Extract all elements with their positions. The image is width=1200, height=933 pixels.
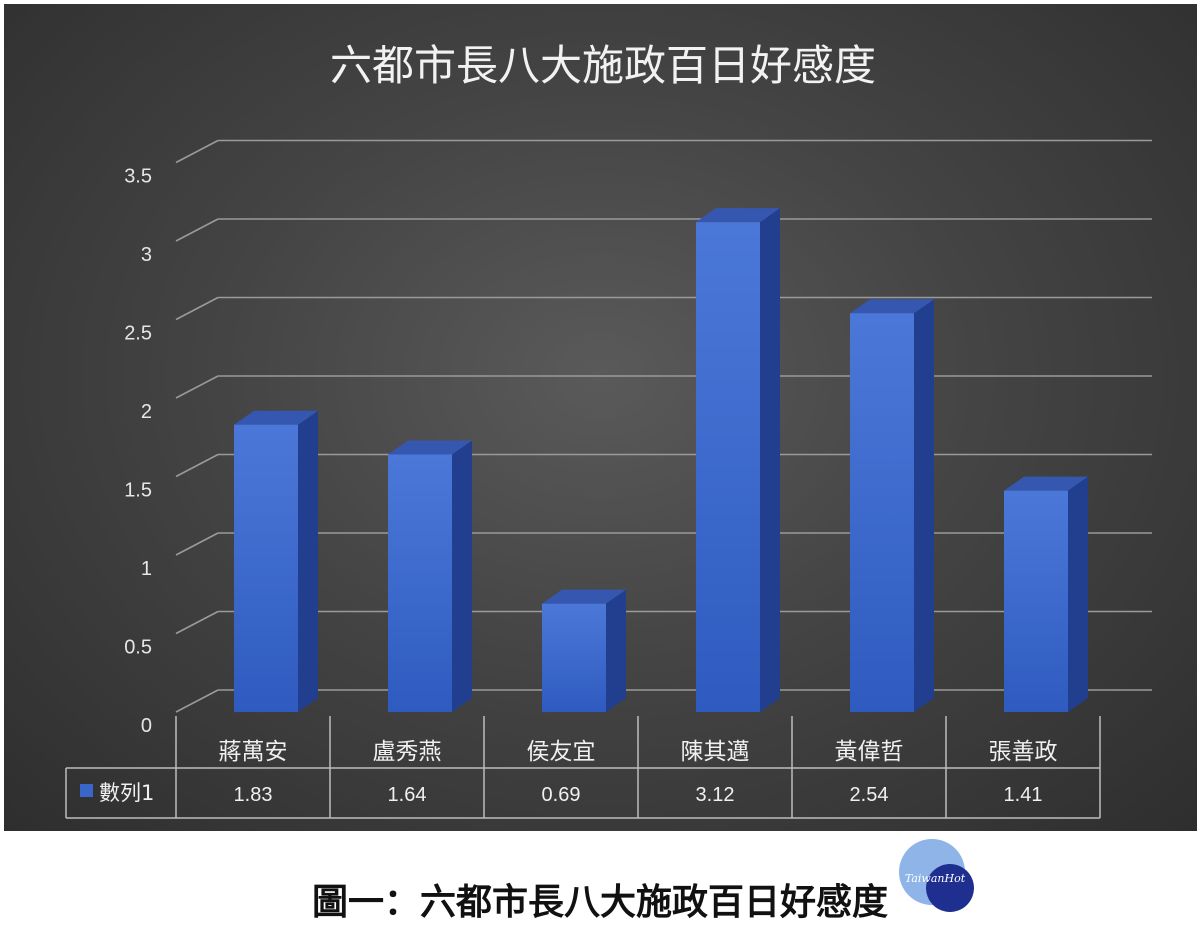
gridline-diagonal	[175, 689, 219, 713]
value-label: 1.83	[234, 784, 273, 806]
category-label: 張善政	[989, 739, 1058, 765]
bar-front	[388, 454, 452, 712]
legend-label: 數列1	[99, 781, 154, 805]
bars	[234, 208, 1088, 712]
y-tick-label: 2	[141, 401, 152, 423]
bar-front	[234, 424, 298, 712]
y-axis-ticks: 0 0.5 1 1.5 2 2.5 3 3.5	[124, 166, 152, 738]
gridline-diagonal	[175, 218, 219, 242]
taiwanhot-watermark-logo: TaiwanHot	[899, 839, 974, 912]
category-label: 黃偉哲	[835, 739, 904, 765]
gridline-diagonal	[175, 610, 219, 635]
legend-swatch	[80, 784, 93, 797]
gridline-diagonal	[175, 453, 219, 478]
bar-side	[606, 589, 626, 712]
bar-top	[542, 589, 626, 604]
bar	[388, 440, 472, 712]
value-label: 0.69	[542, 784, 581, 806]
bar-chart: 六都市長八大施政百日好感度 0 0.5 1 1.5 2 2.5 3 3.5 蔣萬安 1.83 盧秀…	[65, 41, 1152, 819]
bar-side	[1068, 476, 1088, 712]
gridline-diagonal	[175, 139, 219, 164]
y-tick-label: 2.5	[124, 323, 152, 345]
gridline-diagonal	[175, 296, 219, 321]
bar	[1004, 476, 1088, 712]
bar-top	[1004, 476, 1088, 491]
bar-side	[298, 410, 318, 712]
value-label: 1.64	[388, 784, 427, 806]
bar	[234, 410, 318, 712]
category-label: 侯友宜	[527, 739, 596, 765]
bar	[696, 208, 780, 712]
bar-top	[234, 410, 318, 425]
value-label: 2.54	[850, 784, 889, 806]
category-label: 盧秀燕	[373, 739, 442, 765]
y-tick-label: 0	[141, 715, 152, 737]
bar-top	[850, 299, 934, 314]
value-label: 1.41	[1004, 784, 1043, 806]
gridlines	[175, 139, 1152, 713]
bar-side	[760, 208, 780, 712]
y-tick-label: 1	[141, 558, 152, 580]
bar-side	[452, 440, 472, 712]
y-tick-label: 3.5	[124, 166, 152, 188]
y-tick-label: 3	[141, 244, 152, 266]
y-tick-label: 1.5	[124, 480, 152, 502]
bar	[850, 299, 934, 712]
bar-front	[696, 222, 760, 712]
data-table: 蔣萬安 1.83 盧秀燕 1.64 侯友宜 0.69 陳其邁 3.12 黃偉哲 2.54 張善政 1.…	[65, 716, 1101, 819]
chart-title: 六都市長八大施政百日好感度	[330, 41, 876, 90]
gridline-diagonal	[175, 375, 219, 399]
bar-front	[542, 603, 606, 712]
value-label: 3.12	[696, 784, 735, 806]
y-tick-label: 0.5	[124, 637, 152, 659]
chart-panel: 六都市長八大施政百日好感度 0 0.5 1 1.5 2 2.5 3 3.5 蔣萬安 1.83 盧秀…	[4, 4, 1197, 831]
category-label: 蔣萬安	[219, 739, 288, 765]
gridline-diagonal	[175, 532, 219, 556]
figure-caption: 圖一：六都市長八大施政百日好感度	[311, 881, 888, 923]
bar-top	[388, 440, 472, 455]
bar-front	[1004, 490, 1068, 712]
bar-front	[850, 313, 914, 712]
bar-top	[696, 208, 780, 223]
watermark-text: TaiwanHot	[905, 872, 966, 885]
bar-side	[914, 299, 934, 712]
category-label: 陳其邁	[681, 739, 750, 765]
bar	[542, 589, 626, 712]
